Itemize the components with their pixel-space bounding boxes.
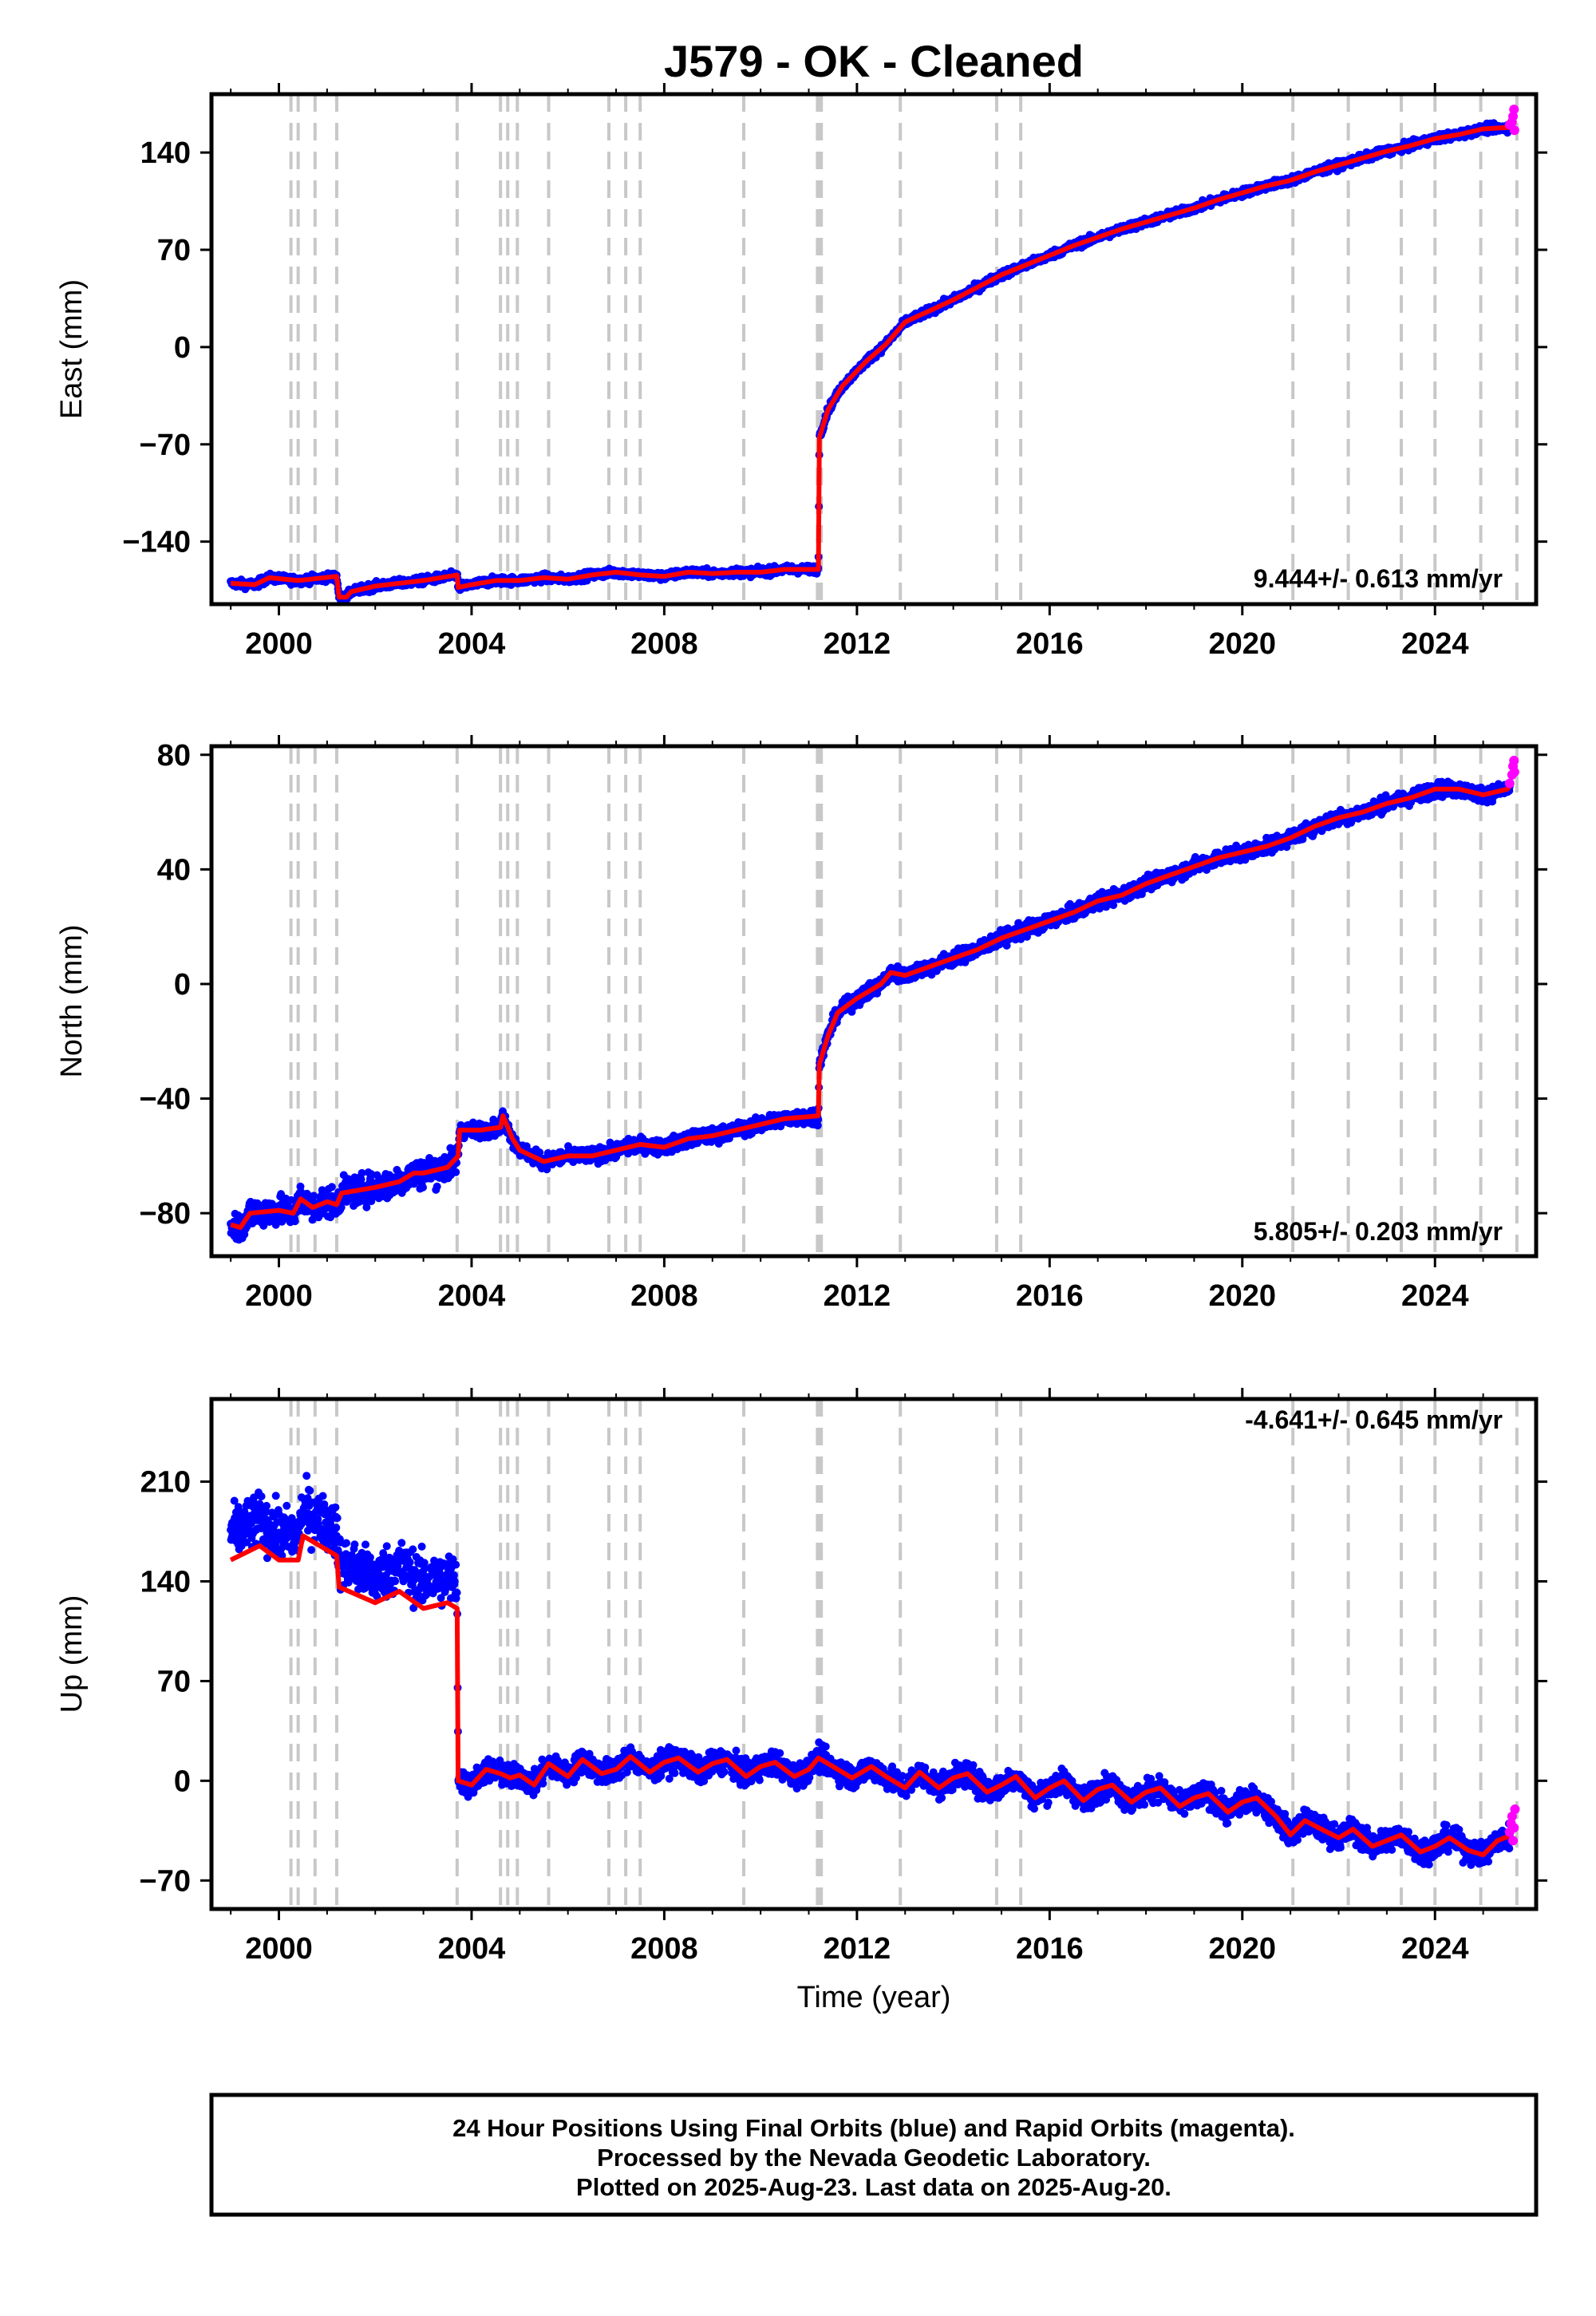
- figure-title: J579 - OK - Cleaned: [664, 36, 1084, 86]
- x-tick-label: 2024: [1401, 627, 1469, 661]
- up-panel: 2000 2004 2008 2012 2016 2020 2024 −70 0 70 140 210…: [55, 1388, 1547, 1966]
- x-tick-label: 2024: [1401, 1932, 1469, 1966]
- final-orbit-points: [227, 1472, 1514, 1869]
- rapid-orbit-point: [1509, 125, 1519, 136]
- x-tick-label: 2012: [824, 1932, 891, 1966]
- x-tick-label: 2012: [824, 1279, 891, 1313]
- y-tick-label: 40: [157, 853, 191, 887]
- x-tick-label: 2016: [1016, 1279, 1084, 1313]
- y-tick-label: 0: [174, 1765, 191, 1798]
- y-tick-label: 0: [174, 968, 191, 1002]
- rapid-orbit-point: [1509, 755, 1519, 765]
- x-tick-label: 2020: [1209, 1932, 1277, 1966]
- final-orbit-points: [227, 119, 1514, 604]
- x-tick-label: 2000: [245, 1279, 313, 1313]
- rate-annotation: 9.444+/- 0.613 mm/yr: [1254, 564, 1503, 593]
- footer-line-1: 24 Hour Positions Using Final Orbits (bl…: [452, 2114, 1295, 2142]
- rate-annotation: 5.805+/- 0.203 mm/yr: [1254, 1217, 1503, 1246]
- y-axis-label: East (mm): [55, 279, 89, 419]
- y-axis-label: Up (mm): [55, 1595, 89, 1713]
- north-panel: 2000 2004 2008 2012 2016 2020 2024 −80 −40 0 40 80 N…: [55, 735, 1547, 1313]
- x-tick-label: 2004: [438, 1932, 506, 1966]
- model-fit-line: [230, 781, 1515, 1231]
- plot-frame: [209, 92, 1539, 607]
- footer-box: 24 Hour Positions Using Final Orbits (bl…: [209, 2093, 1539, 2217]
- x-tick-label: 2020: [1209, 627, 1277, 661]
- y-tick-label: 140: [140, 1565, 191, 1599]
- plot-frame: [209, 1397, 1539, 1911]
- east-panel: 2000 2004 2008 2012 2016 2020 2024 −140 −70 0 70 14…: [55, 83, 1547, 661]
- model-fit-line: [229, 1533, 1513, 1858]
- rapid-orbit-point: [1509, 1823, 1519, 1833]
- x-tick-label: 2012: [824, 627, 891, 661]
- x-tick-label: 2016: [1016, 627, 1084, 661]
- y-tick-label: −70: [140, 429, 191, 462]
- rapid-orbit-point: [1504, 778, 1515, 788]
- x-tick-label: 2016: [1016, 1932, 1084, 1966]
- rapid-orbit-point: [1510, 1804, 1520, 1815]
- plot-frame: [209, 744, 1539, 1259]
- rate-annotation: -4.641+/- 0.645 mm/yr: [1245, 1405, 1503, 1434]
- x-tick-label: 2008: [630, 627, 698, 661]
- y-tick-label: 0: [174, 331, 191, 365]
- x-tick-label: 2000: [245, 1932, 313, 1966]
- rapid-orbit-point: [1508, 1836, 1519, 1846]
- y-tick-label: −70: [140, 1864, 191, 1898]
- footer-line-2: Processed by the Nevada Geodetic Laborat…: [597, 2144, 1151, 2172]
- y-tick-label: 80: [157, 739, 191, 773]
- y-tick-label: 140: [140, 136, 191, 170]
- x-tick-label: 2000: [245, 627, 313, 661]
- y-tick-label: 70: [157, 1665, 191, 1698]
- final-orbit-dots: [227, 119, 1514, 604]
- final-orbit-dots: [227, 1472, 1514, 1869]
- y-tick-label: 70: [157, 234, 191, 267]
- x-tick-label: 2004: [438, 1279, 506, 1313]
- y-tick-label: −140: [122, 526, 191, 559]
- x-tick-label: 2008: [630, 1279, 698, 1313]
- rapid-orbit-point: [1509, 105, 1519, 115]
- footer-line-3: Plotted on 2025-Aug-23. Last data on 202…: [576, 2173, 1171, 2201]
- plot-area: [227, 746, 1519, 1256]
- plot-area: [227, 1399, 1520, 1909]
- y-tick-label: −40: [140, 1083, 191, 1117]
- y-axis-label: North (mm): [55, 924, 89, 1077]
- y-tick-label: 210: [140, 1466, 191, 1500]
- rapid-orbit-point: [1509, 767, 1519, 777]
- x-tick-label: 2004: [438, 627, 506, 661]
- x-tick-label: 2024: [1401, 1279, 1469, 1313]
- x-tick-label: 2020: [1209, 1279, 1277, 1313]
- model-fit-line: [230, 124, 1512, 600]
- final-orbit-points: [227, 777, 1514, 1244]
- x-axis-label: Time (year): [797, 1981, 951, 2014]
- final-orbit-dots: [227, 777, 1514, 1244]
- y-tick-label: −80: [140, 1197, 191, 1231]
- plot-area: [227, 94, 1519, 604]
- x-tick-label: 2008: [630, 1932, 698, 1966]
